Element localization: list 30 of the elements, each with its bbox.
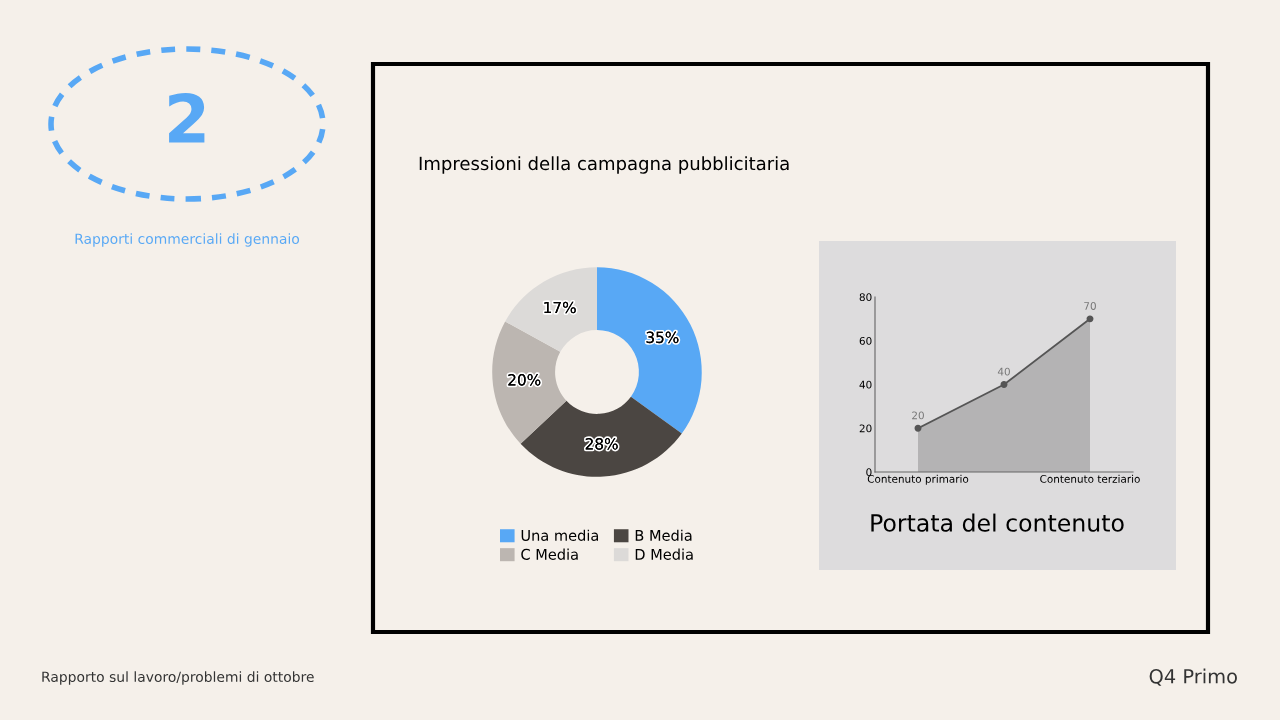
- data-label: 20: [912, 411, 924, 420]
- point: [914, 424, 922, 432]
- legend-label: C Media: [521, 548, 578, 560]
- data-label: 35%: [646, 331, 679, 344]
- point: [1000, 381, 1008, 388]
- text: 2: [169, 92, 205, 143]
- data-label: 20%: [508, 374, 541, 386]
- legend-label: B Media: [635, 529, 692, 541]
- data-label: 70: [1084, 302, 1096, 310]
- legend-label: D Media: [635, 548, 693, 560]
- y-tick-label: 0: [866, 468, 872, 477]
- legend-label: Una media: [521, 529, 599, 541]
- y-tick-label: 60: [859, 336, 872, 345]
- donut-slice: [520, 396, 682, 477]
- chart-title: Impressioni della campagna pubblicitaria: [419, 156, 789, 174]
- text: Rapporto sul lavoro/problemi di ottobre: [42, 671, 314, 685]
- donut-slice: [492, 321, 567, 444]
- text: Rapporti commerciali di gennaio: [75, 233, 300, 247]
- point: [1086, 315, 1094, 323]
- y-tick-label: 80: [859, 293, 872, 302]
- donut-slice: [505, 267, 597, 352]
- data-label: 17%: [544, 301, 576, 314]
- data-label: 28%: [585, 438, 618, 450]
- y-tick-label: 20: [859, 424, 872, 433]
- data-label: 40: [997, 367, 1010, 376]
- text: Portata del contenuto: [871, 513, 1124, 532]
- donut-slice: [597, 267, 702, 434]
- x-tick-label: Contenuto terziario: [1040, 474, 1140, 483]
- y-tick-label: 40: [859, 380, 872, 389]
- text: Q4 Primo: [1149, 668, 1237, 686]
